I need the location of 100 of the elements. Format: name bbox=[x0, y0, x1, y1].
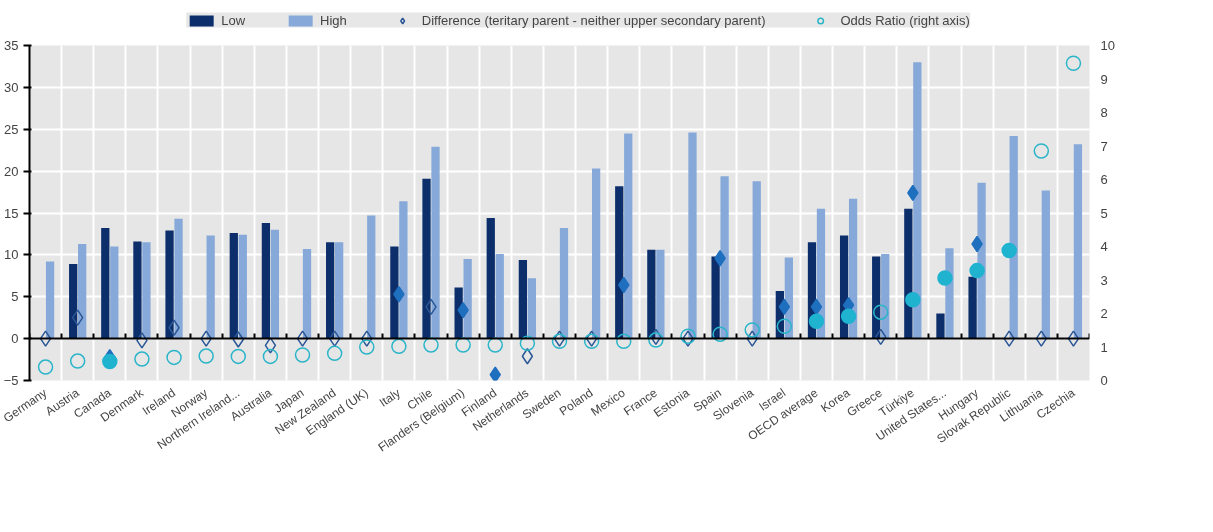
bar bbox=[624, 133, 633, 339]
y2-tick-label: 4 bbox=[1100, 239, 1108, 254]
y2-tick-label: 0 bbox=[1100, 373, 1108, 388]
y2-tick-label: 6 bbox=[1100, 172, 1108, 187]
point bbox=[840, 308, 857, 324]
point bbox=[328, 330, 341, 347]
point bbox=[615, 333, 632, 350]
y-tick-label: 10 bbox=[4, 247, 19, 263]
bar bbox=[45, 261, 55, 339]
bar bbox=[399, 201, 408, 339]
point bbox=[1033, 143, 1050, 159]
bar bbox=[913, 62, 922, 339]
y-tick-label: 35 bbox=[4, 38, 19, 53]
bar bbox=[142, 242, 151, 339]
bar bbox=[1009, 135, 1018, 339]
point bbox=[521, 347, 534, 365]
bar bbox=[261, 223, 271, 339]
point bbox=[617, 276, 630, 294]
bar bbox=[688, 132, 697, 339]
bar bbox=[656, 249, 665, 339]
bar bbox=[1041, 190, 1050, 339]
point bbox=[1067, 330, 1080, 347]
bar bbox=[463, 259, 472, 339]
point bbox=[166, 349, 182, 366]
bar bbox=[101, 228, 110, 339]
point bbox=[200, 330, 212, 347]
point bbox=[71, 309, 84, 326]
point bbox=[1065, 55, 1082, 71]
y-tick-label: 20 bbox=[4, 163, 19, 179]
y-tick-label: 15 bbox=[4, 205, 19, 221]
y2-tick-label: 10 bbox=[1100, 38, 1115, 53]
point bbox=[232, 331, 245, 348]
point bbox=[712, 326, 728, 343]
point bbox=[1035, 330, 1048, 347]
y-tick-label: −5 bbox=[3, 373, 19, 388]
bar bbox=[711, 256, 720, 339]
point bbox=[455, 337, 471, 353]
point bbox=[294, 347, 311, 363]
bar bbox=[270, 229, 280, 339]
point bbox=[264, 337, 277, 354]
point bbox=[39, 330, 52, 347]
point bbox=[37, 359, 54, 375]
y-tick-label: 0 bbox=[11, 331, 19, 347]
y2-tick-label: 8 bbox=[1100, 105, 1108, 120]
point bbox=[489, 366, 502, 381]
bar bbox=[133, 241, 142, 339]
legend-label: Odds Ratio (right axis) bbox=[840, 12, 970, 28]
point bbox=[778, 298, 791, 316]
point bbox=[361, 330, 373, 347]
bar bbox=[559, 228, 569, 339]
y-tick-label: 5 bbox=[11, 289, 19, 305]
y-tick-label: 30 bbox=[4, 79, 19, 95]
point bbox=[102, 353, 118, 370]
bar bbox=[238, 234, 247, 339]
point bbox=[746, 330, 758, 347]
legend-label: Difference (teritary parent - neither upper secondary parent) bbox=[421, 12, 766, 28]
bar bbox=[78, 243, 87, 339]
bar bbox=[229, 233, 238, 339]
point bbox=[326, 345, 343, 362]
bar bbox=[390, 246, 399, 339]
point bbox=[808, 313, 825, 329]
point bbox=[744, 322, 760, 338]
point bbox=[969, 262, 985, 279]
y2-tick-label: 3 bbox=[1100, 272, 1108, 288]
bar bbox=[302, 249, 312, 339]
bar bbox=[977, 182, 986, 339]
bar bbox=[206, 235, 215, 339]
bar bbox=[1073, 144, 1083, 339]
bar bbox=[968, 276, 977, 339]
point bbox=[1001, 242, 1017, 259]
point bbox=[937, 270, 953, 286]
x-tick-label: Italy bbox=[376, 385, 403, 410]
bar bbox=[881, 254, 890, 339]
point bbox=[905, 292, 921, 308]
bar bbox=[752, 181, 761, 339]
bar bbox=[486, 218, 495, 339]
y2-tick-label: 1 bbox=[1100, 339, 1108, 355]
bar bbox=[69, 264, 78, 339]
bar bbox=[615, 186, 624, 339]
point bbox=[198, 348, 214, 364]
bar bbox=[165, 230, 174, 339]
point bbox=[136, 332, 148, 349]
y2-tick-label: 9 bbox=[1100, 71, 1108, 87]
point bbox=[391, 338, 407, 355]
bar bbox=[647, 249, 656, 339]
bar bbox=[174, 218, 183, 339]
point bbox=[168, 319, 180, 336]
bar bbox=[495, 254, 504, 339]
point bbox=[423, 337, 439, 353]
legend-label: Low bbox=[221, 12, 246, 28]
y2-tick-label: 2 bbox=[1100, 306, 1108, 321]
bar bbox=[720, 176, 729, 339]
bar bbox=[326, 242, 335, 339]
point bbox=[296, 330, 309, 347]
bar bbox=[335, 242, 344, 339]
point bbox=[230, 348, 247, 365]
point bbox=[1003, 330, 1015, 347]
point bbox=[810, 298, 823, 316]
y2-tick-label: 5 bbox=[1100, 205, 1108, 221]
point bbox=[519, 335, 536, 352]
